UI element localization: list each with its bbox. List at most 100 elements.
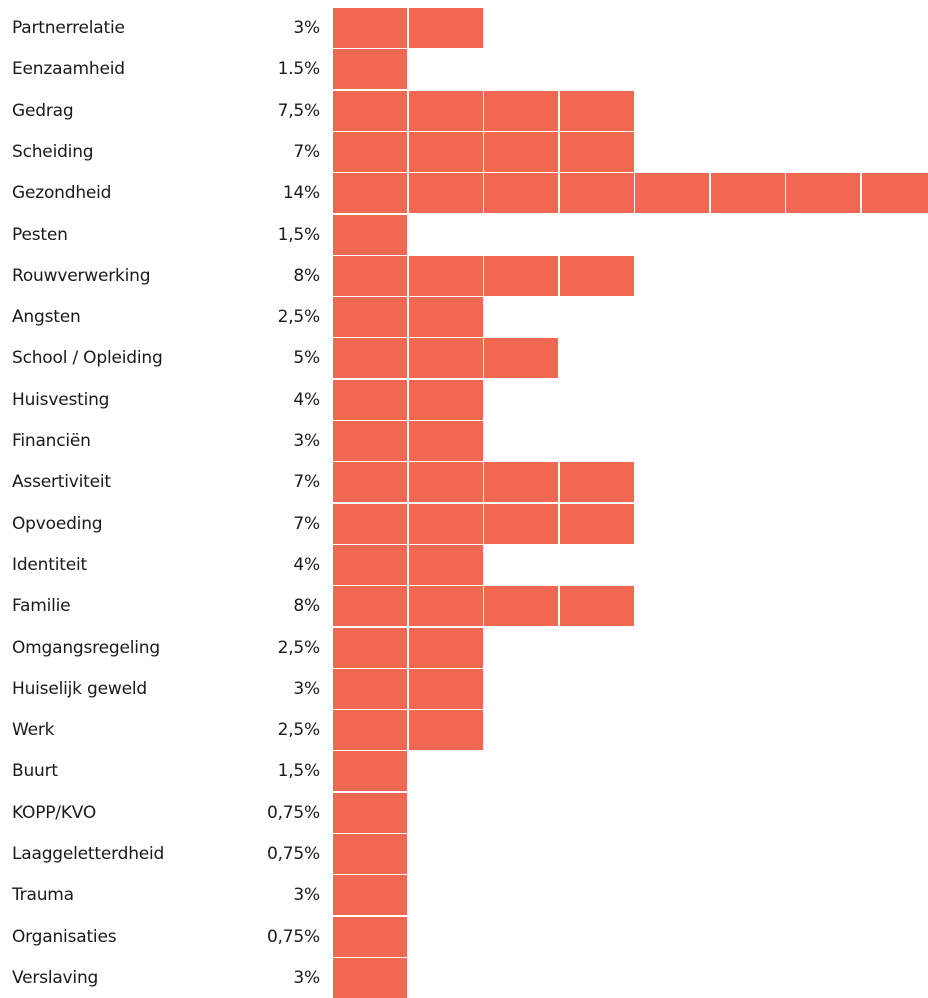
bar-block: [409, 504, 483, 544]
value-label: 2,5%: [226, 628, 320, 668]
bar-block: [333, 710, 407, 750]
chart-row: Financiën 3%: [0, 421, 928, 461]
bar-block: [409, 91, 483, 131]
bar-block: [333, 834, 407, 874]
value-label: 3%: [226, 669, 320, 709]
bar-block: [409, 256, 483, 296]
bar-block: [711, 173, 785, 213]
bar-block: [333, 917, 407, 957]
value-label: 0,75%: [226, 917, 320, 957]
bar-block: [786, 173, 860, 213]
bar-block: [333, 338, 407, 378]
category-label: Buurt: [12, 751, 58, 791]
bar-block: [409, 586, 483, 626]
bar-block: [333, 49, 407, 89]
bar-block: [333, 545, 407, 585]
chart-row: KOPP/KVO 0,75%: [0, 793, 928, 833]
category-label: Rouwverwerking: [12, 256, 150, 296]
bar-block: [409, 628, 483, 668]
bar-block: [560, 256, 634, 296]
category-label: Eenzaamheid: [12, 49, 125, 89]
value-label: 2,5%: [226, 710, 320, 750]
chart-row: Eenzaamheid 1.5%: [0, 49, 928, 89]
value-label: 8%: [226, 256, 320, 296]
bar-block: [333, 504, 407, 544]
value-label: 5%: [226, 338, 320, 378]
bar-block: [560, 173, 634, 213]
bar-block: [409, 380, 483, 420]
bar-block: [333, 586, 407, 626]
category-label: Trauma: [12, 875, 74, 915]
bar-block: [409, 669, 483, 709]
value-label: 3%: [226, 421, 320, 461]
value-label: 3%: [226, 875, 320, 915]
value-label: 7%: [226, 504, 320, 544]
category-label: KOPP/KVO: [12, 793, 96, 833]
chart-row: Rouwverwerking 8%: [0, 256, 928, 296]
category-label: Verslaving: [12, 958, 98, 998]
value-label: 1.5%: [226, 49, 320, 89]
bar-block: [409, 710, 483, 750]
bar-block: [333, 256, 407, 296]
bar-block: [409, 462, 483, 502]
value-label: 7%: [226, 462, 320, 502]
bar-block: [484, 338, 558, 378]
bar-block: [409, 297, 483, 337]
bar-block: [333, 958, 407, 998]
category-label: Huisvesting: [12, 380, 109, 420]
bar-block: [484, 91, 558, 131]
bar-block: [333, 173, 407, 213]
bar-block: [333, 628, 407, 668]
bar-block: [409, 173, 483, 213]
chart-row: Assertiviteit 7%: [0, 462, 928, 502]
bar-block: [333, 132, 407, 172]
bar-block: [484, 462, 558, 502]
bar-block: [333, 8, 407, 48]
bar-block: [484, 173, 558, 213]
bar-block: [635, 173, 709, 213]
bar-block: [484, 586, 558, 626]
category-label: Huiselijk geweld: [12, 669, 147, 709]
chart-row: Huisvesting 4%: [0, 380, 928, 420]
bar-block: [560, 504, 634, 544]
category-label: Gezondheid: [12, 173, 111, 213]
bar-block: [333, 669, 407, 709]
value-label: 8%: [226, 586, 320, 626]
bar-block: [333, 91, 407, 131]
category-label: Assertiviteit: [12, 462, 111, 502]
chart-row: Verslaving 3%: [0, 958, 928, 998]
value-label: 7%: [226, 132, 320, 172]
value-label: 3%: [226, 958, 320, 998]
bar-block: [333, 751, 407, 791]
bar-block: [560, 132, 634, 172]
category-label: Familie: [12, 586, 70, 626]
bar-block: [560, 586, 634, 626]
category-label: Financiën: [12, 421, 91, 461]
chart-row: Huiselijk geweld 3%: [0, 669, 928, 709]
bar-block: [484, 256, 558, 296]
category-label: Angsten: [12, 297, 81, 337]
category-label: Gedrag: [12, 91, 73, 131]
value-label: 3%: [226, 8, 320, 48]
chart-row: Trauma 3%: [0, 875, 928, 915]
value-label: 0,75%: [226, 793, 320, 833]
bar-block: [333, 297, 407, 337]
bar-block: [862, 173, 928, 213]
bar-block: [560, 462, 634, 502]
bar-block: [409, 8, 483, 48]
value-label: 4%: [226, 380, 320, 420]
